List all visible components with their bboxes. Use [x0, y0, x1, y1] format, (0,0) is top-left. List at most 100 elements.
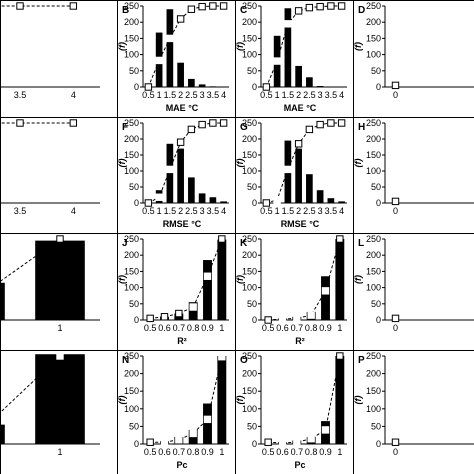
x-axis-title: R² — [295, 336, 305, 346]
x-tick-label: 0.6 — [158, 323, 171, 333]
panel-inner: 33.54 — [1, 119, 100, 216]
x-tick-label: 1 — [337, 323, 342, 333]
x-axis-title: Pc — [176, 460, 187, 470]
x-tick-label: 4 — [221, 206, 226, 216]
bar — [166, 143, 174, 203]
cumulative-marker — [391, 197, 400, 206]
cumulative-marker — [391, 81, 400, 90]
panel-inner: 0 50 100 150 200 250 (f) 0.5 0.6 0.7 0.8 0.9 1 Pc O — [236, 351, 347, 470]
cumulative-marker — [187, 5, 196, 13]
cumulative-marker — [218, 235, 226, 243]
y-tick-label: 200 — [366, 369, 381, 379]
bar — [295, 148, 302, 203]
bar — [1, 424, 5, 444]
cumulative-marker — [189, 429, 197, 438]
x-tick-label: 0.5 — [260, 206, 273, 216]
y-tick-label: 200 — [124, 250, 139, 260]
cumulative-marker — [198, 120, 206, 129]
cumulative-marker — [198, 2, 206, 11]
y-tick-label: 50 — [371, 66, 381, 76]
bar — [177, 148, 184, 203]
y-tick-label: 100 — [242, 283, 257, 293]
y-axis-title: (f) — [353, 396, 363, 405]
bar — [188, 78, 195, 87]
panel-letter: D — [358, 5, 365, 16]
cumulative-line — [1, 355, 61, 413]
cumulative-marker — [262, 199, 271, 207]
panel-a: 33.54 — [1, 2, 100, 100]
y-tick-label: 0 — [252, 198, 257, 208]
x-tick-label: 3 — [200, 90, 205, 100]
panel-k: 0 50 100 150 200 250 (f) 0.5 0.6 0.7 0.8 0.9 1 R² K — [236, 234, 347, 346]
x-tick-label: 0.8 — [187, 447, 200, 457]
panel-letter: H — [358, 122, 365, 133]
panel-m: 0.91 — [1, 352, 100, 457]
cumulative-marker — [327, 119, 335, 127]
x-tick-label: 0.5 — [260, 90, 273, 100]
cumulative-marker — [218, 353, 226, 361]
y-tick-label: 0 — [134, 198, 139, 208]
x-tick-label: 0 — [393, 206, 398, 216]
y-tick-label: 250 — [124, 351, 139, 361]
y-tick-label: 50 — [371, 421, 381, 431]
bar — [198, 193, 206, 203]
panel-letter: O — [240, 355, 248, 366]
y-tick-label: 50 — [247, 182, 257, 192]
cumulative-marker — [307, 311, 315, 319]
y-axis-title: (f) — [235, 42, 245, 51]
panel-inner: 0 50 100 150 200 250 (f) 0.5 0.6 0.7 0.8 0.9 1 Pc N — [117, 351, 229, 470]
cumulative-marker — [166, 165, 174, 174]
cumulative-marker — [203, 272, 212, 280]
cumulative-marker — [187, 125, 196, 134]
y-tick-label: 250 — [366, 1, 381, 11]
cumulative-marker — [337, 119, 346, 127]
x-tick-label: 0.8 — [187, 323, 200, 333]
y-tick-label: 100 — [124, 404, 139, 414]
x-axis-title: R² — [177, 336, 187, 346]
x-tick-label: 0.5 — [262, 323, 275, 333]
y-tick-label: 100 — [366, 404, 381, 414]
cumulative-marker — [307, 435, 315, 443]
x-tick-label: 2 — [296, 90, 301, 100]
cumulative-marker — [316, 2, 324, 11]
x-tick-label: 0.8 — [305, 323, 318, 333]
x-tick-label: 0.6 — [158, 447, 171, 457]
y-tick-label: 150 — [242, 386, 257, 396]
cumulative-marker — [56, 352, 64, 360]
cumulative-marker — [321, 287, 330, 295]
y-tick-label: 0 — [376, 315, 381, 325]
panel-inner: 0 50 100 150 200 250 (f) 0.5 0.6 0.7 0.8 0.9 1 R² J — [118, 234, 229, 346]
cumulative-marker — [391, 314, 400, 323]
cumulative-marker — [219, 119, 228, 127]
cumulative-marker — [284, 20, 292, 28]
x-tick-label: 0.9 — [201, 447, 214, 457]
y-tick-label: 200 — [124, 17, 139, 27]
y-tick-label: 100 — [124, 166, 139, 176]
panel-inner: 0 50 100 150 200 250 (f) 0.5 1 1.5 2 2.5 3 3.5 4 RMSE °… — [236, 118, 347, 229]
cumulative-marker — [273, 196, 281, 204]
x-tick-label: 1.5 — [282, 206, 295, 216]
x-tick-label: 3.5 — [325, 206, 338, 216]
y-tick-label: 100 — [366, 166, 381, 176]
panel-inner: 0 50 100 150 200 250 (f) 0 P — [353, 351, 474, 457]
bar — [177, 62, 184, 87]
x-tick-label: 0 — [393, 90, 398, 100]
panel-letter: P — [358, 355, 365, 366]
x-tick-label: 0.5 — [142, 90, 155, 100]
y-tick-label: 250 — [242, 118, 257, 128]
x-axis-title: RMSE °C — [163, 219, 202, 229]
x-tick-label: 2.5 — [303, 206, 316, 216]
cumulative-marker — [305, 125, 314, 134]
y-axis-title: (f) — [117, 396, 127, 405]
bar — [316, 190, 324, 203]
bar — [327, 198, 335, 203]
x-tick-label: 0.9 — [319, 447, 332, 457]
x-axis-title: MAE °C — [166, 103, 199, 113]
y-tick-label: 100 — [366, 283, 381, 293]
y-tick-label: 250 — [242, 351, 257, 361]
bar — [295, 65, 302, 87]
y-tick-label: 50 — [129, 182, 139, 192]
cumulative-marker — [175, 309, 183, 318]
bar — [316, 86, 324, 87]
bar — [306, 174, 313, 203]
